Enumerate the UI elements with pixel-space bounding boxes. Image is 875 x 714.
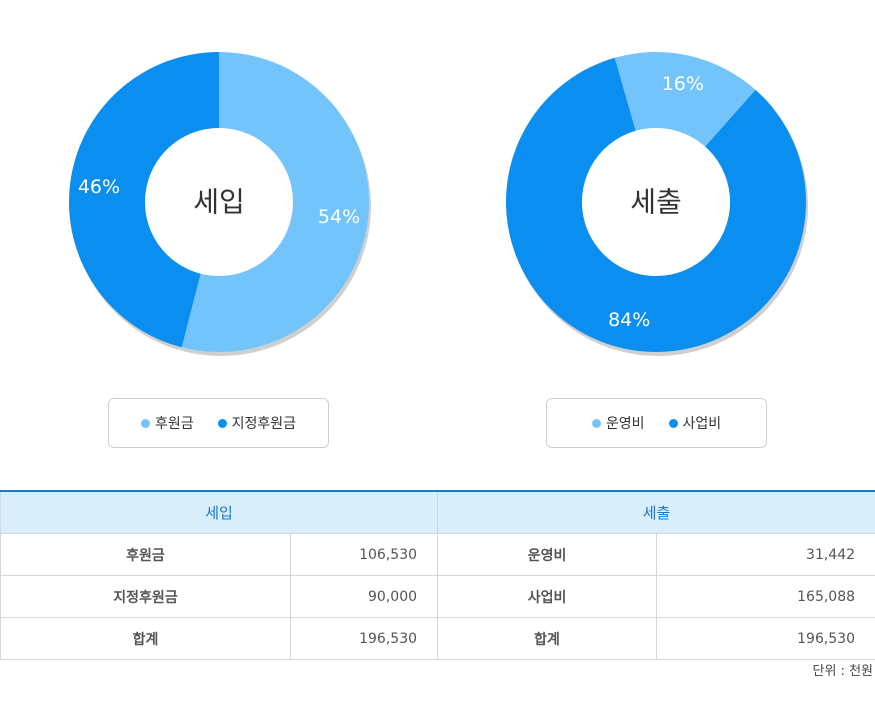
row-value: 196,530: [289, 617, 439, 660]
slice-percent-label: 16%: [662, 73, 704, 95]
table-row: 후원금 106,530 운영비 31,442: [0, 533, 875, 576]
legend-item-designated-sponsorship: 지정후원금: [217, 413, 297, 433]
slice-percent-label: 46%: [78, 176, 120, 198]
legend-item-project-cost: 사업비: [668, 413, 722, 433]
donut-slice: [506, 57, 806, 353]
row-label: 사업비: [437, 575, 658, 618]
table-row-total: 합계 196,530 합계 196,530: [0, 617, 875, 660]
table-header-expense: 세출: [437, 490, 875, 534]
row-label: 운영비: [437, 533, 658, 576]
table-header-row: 세입 세출: [0, 490, 875, 534]
table-header-income: 세입: [0, 490, 439, 534]
row-label: 지정후원금: [0, 575, 291, 618]
slice-percent-label: 84%: [608, 309, 650, 331]
legend-item-operating-cost: 운영비: [591, 413, 645, 433]
row-value: 106,530: [289, 533, 439, 576]
donut-slice: [68, 51, 219, 348]
budget-summary-table: 세입 세출 후원금 106,530 운영비 31,442 지정후원금 90,00…: [0, 490, 875, 660]
legend-dot-blue-icon: [668, 418, 678, 428]
income-donut-chart: 54% 46% 세입: [68, 51, 371, 356]
legend-label: 운영비: [605, 416, 645, 432]
slice-percent-label: 54%: [318, 206, 360, 228]
donut-slice: [614, 52, 756, 147]
row-value: 165,088: [656, 575, 875, 618]
legend-dot-blue-icon: [217, 418, 227, 428]
table-row: 지정후원금 90,000 사업비 165,088: [0, 575, 875, 618]
income-legend: 후원금 지정후원금: [108, 398, 329, 448]
expense-legend: 운영비 사업비: [546, 398, 767, 448]
legend-label: 사업비: [682, 416, 722, 432]
legend-item-sponsorship: 후원금: [140, 413, 194, 433]
donut-slice: [181, 52, 369, 353]
donut-center-label: 세출: [630, 186, 682, 219]
row-value: 196,530: [656, 617, 875, 660]
expense-donut-chart: 16% 84% 세출: [506, 52, 808, 356]
row-label: 후원금: [0, 533, 291, 576]
unit-note: 단위 : 천원: [812, 664, 874, 679]
donut-hole: [582, 128, 730, 276]
donut-center-label: 세입: [193, 186, 245, 219]
donut-hole: [145, 128, 293, 276]
row-value: 31,442: [656, 533, 875, 576]
legend-label: 후원금: [154, 416, 194, 432]
row-label: 합계: [437, 617, 658, 660]
legend-label: 지정후원금: [231, 416, 297, 432]
legend-dot-light-blue-icon: [591, 418, 601, 428]
legend-dot-light-blue-icon: [140, 418, 150, 428]
row-label: 합계: [0, 617, 291, 660]
row-value: 90,000: [289, 575, 439, 618]
